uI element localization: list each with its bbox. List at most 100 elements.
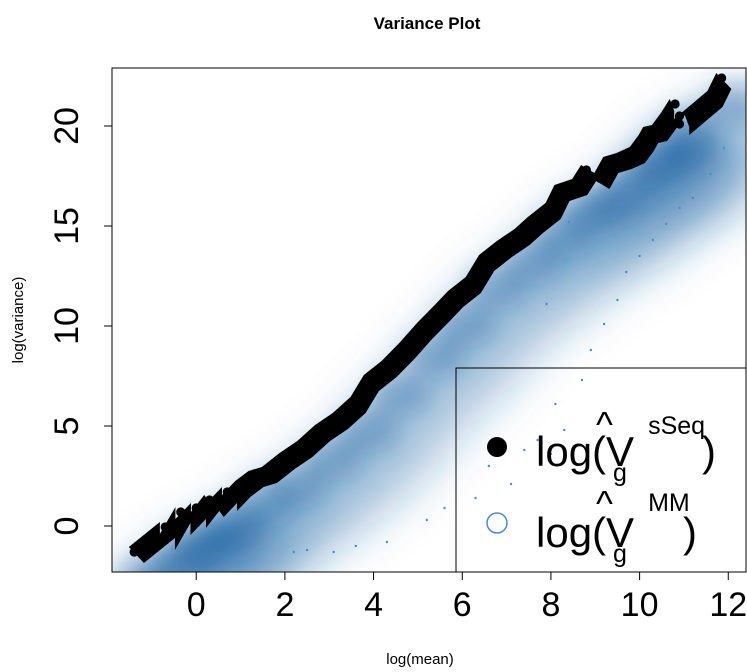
mm-point <box>602 322 606 326</box>
sseq-point <box>129 547 139 557</box>
sseq-point <box>639 135 649 145</box>
sseq-point <box>333 413 343 423</box>
mm-point <box>354 544 358 548</box>
legend-mm-marker <box>486 512 508 534</box>
mm-point <box>664 222 668 226</box>
y-tick-label: 20 <box>48 107 86 145</box>
mm-series <box>292 146 726 554</box>
mm-point <box>594 214 597 218</box>
sseq-point <box>717 73 727 83</box>
mm-point <box>332 550 335 554</box>
sseq-point <box>670 99 680 109</box>
mm-point <box>487 464 491 468</box>
mm-point <box>625 270 628 274</box>
sseq-point <box>448 291 458 301</box>
sseq-point <box>617 153 627 163</box>
sseq-point <box>435 305 445 315</box>
mm-point <box>616 298 619 302</box>
mm-point <box>474 496 477 500</box>
x-tick-label: 8 <box>541 586 560 624</box>
y-tick-label: 15 <box>48 207 86 245</box>
y-tick-label: 5 <box>48 417 86 436</box>
y-axis: 0 5 10 15 20 <box>48 107 112 535</box>
sseq-point <box>222 487 232 497</box>
mm-point <box>292 550 295 554</box>
mm-point <box>691 196 694 200</box>
sseq-point <box>222 495 232 505</box>
mm-point <box>589 348 593 352</box>
mm-point <box>620 202 624 206</box>
plot-frame <box>111 67 747 573</box>
mm-point <box>443 506 446 510</box>
y-tick-label: 0 <box>48 517 86 536</box>
mm-point <box>554 402 557 406</box>
mm-point <box>509 482 513 486</box>
legend-mm-label: log(VMM g) <box>536 489 697 568</box>
sseq-point <box>235 481 246 491</box>
mm-point <box>549 452 553 456</box>
mm-point <box>545 302 548 306</box>
sseq-point <box>581 165 591 175</box>
sseq-point <box>528 217 538 227</box>
mm-point <box>709 172 712 176</box>
sseq-point <box>595 173 605 183</box>
sseq-point <box>417 323 427 333</box>
x-tick-label: 2 <box>275 586 294 624</box>
chart-title: Variance Plot <box>374 14 481 33</box>
mm-point <box>567 220 570 224</box>
sseq-point <box>479 255 490 265</box>
sseq-band <box>128 73 732 563</box>
sseq-point <box>249 471 259 481</box>
sseq-point <box>708 91 718 101</box>
sseq-point <box>364 375 374 385</box>
sseq-dense-band <box>128 73 732 563</box>
x-axis-label: log(mean) <box>386 651 454 668</box>
sseq-point <box>351 397 361 407</box>
x-tick-label: 4 <box>364 586 383 624</box>
sseq-point <box>674 119 685 129</box>
legend-sseq-hat: ^ <box>596 404 613 445</box>
sseq-point <box>382 361 392 371</box>
sseq-series <box>129 73 727 557</box>
mm-point <box>678 206 681 210</box>
sseq-point <box>661 113 671 123</box>
legend-box <box>455 367 747 573</box>
sseq-point <box>466 277 476 287</box>
mm-point <box>385 540 389 544</box>
mm-point <box>722 146 726 150</box>
sseq-point <box>555 185 565 195</box>
sseq-point <box>209 501 219 511</box>
sseq-point <box>546 203 556 213</box>
x-tick-label: 6 <box>453 586 472 624</box>
mm-point <box>425 518 428 522</box>
sseq-point <box>497 241 507 251</box>
y-axis-label: log(variance) <box>10 277 27 364</box>
sseq-point <box>160 522 170 532</box>
sseq-point <box>400 343 410 353</box>
mm-point <box>638 254 641 258</box>
x-axis: 0 2 4 6 8 10 12 <box>187 572 747 624</box>
sseq-point <box>280 453 290 463</box>
sseq-point <box>191 503 201 513</box>
sseq-point <box>176 507 186 517</box>
sseq-point <box>298 441 308 451</box>
sseq-point <box>572 179 583 189</box>
sseq-point <box>674 111 685 121</box>
x-tick-label: 10 <box>621 586 659 624</box>
sseq-point <box>191 512 201 522</box>
sseq-point <box>652 125 662 135</box>
x-tick-label: 12 <box>709 586 747 624</box>
sseq-point <box>630 147 640 157</box>
sseq-point <box>160 534 170 544</box>
sseq-point <box>515 229 525 239</box>
sseq-point <box>315 425 325 435</box>
sseq-point <box>643 127 654 137</box>
mm-point <box>536 438 539 442</box>
sseq-point <box>176 519 186 529</box>
legend-mm-hat: ^ <box>596 483 613 524</box>
mm-point <box>651 238 655 242</box>
y-tick-label: 10 <box>48 307 86 345</box>
x-tick-label: 0 <box>187 586 206 624</box>
mm-point <box>563 428 566 432</box>
